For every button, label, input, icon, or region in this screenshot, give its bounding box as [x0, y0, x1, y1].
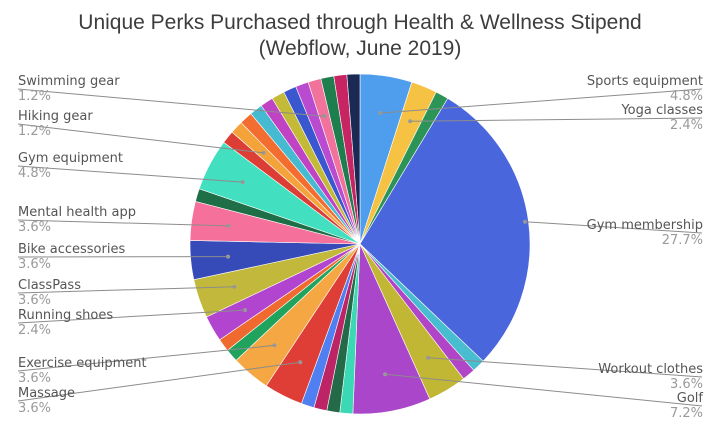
leader-line-golf	[385, 373, 703, 407]
slice-value-gym-membership: 27.7%	[662, 233, 703, 248]
slice-value-yoga-classes: 2.4%	[670, 118, 703, 133]
slice-label-golf: Golf	[677, 391, 704, 406]
pie-slices	[189, 73, 531, 415]
slice-label-massage: Massage	[18, 386, 75, 401]
slice-value-sports-equipment: 4.8%	[670, 89, 703, 104]
slice-value-hiking-gear: 1.2%	[18, 124, 51, 139]
slice-value-golf: 7.2%	[670, 406, 703, 421]
pie-slice-34	[346, 73, 361, 245]
slice-value-exercise-equipment: 3.6%	[18, 371, 51, 386]
leader-line-running-shoes	[17, 309, 246, 324]
leader-line-classpass	[17, 286, 235, 294]
slice-label-swimming-gear: Swimming gear	[18, 74, 120, 89]
leader-line-workout-clothes	[428, 357, 703, 378]
slice-value-swimming-gear: 1.2%	[18, 89, 51, 104]
slice-label-classpass: ClassPass	[18, 278, 81, 293]
slice-label-gym-membership: Gym membership	[587, 218, 703, 233]
slice-label-exercise-equipment: Exercise equipment	[18, 356, 147, 371]
slice-value-workout-clothes: 3.6%	[670, 377, 703, 392]
leader-line-swimming-gear	[17, 88, 325, 117]
leader-line-massage	[17, 361, 301, 402]
leader-line-yoga-classes	[410, 117, 703, 122]
leader-line-mental-health-app	[17, 219, 229, 227]
slice-value-running-shoes: 2.4%	[18, 323, 51, 338]
slice-value-bike-accessories: 3.6%	[18, 257, 51, 272]
slice-label-running-shoes: Running shoes	[18, 308, 113, 323]
slice-label-bike-accessories: Bike accessories	[18, 242, 125, 257]
leader-line-sports-equipment	[380, 88, 703, 114]
slice-value-gym-equipment: 4.8%	[18, 166, 51, 181]
slice-label-mental-health-app: Mental health app	[18, 205, 136, 220]
slice-label-hiking-gear: Hiking gear	[18, 109, 93, 124]
leader-line-exercise-equipment	[17, 344, 275, 372]
slice-label-yoga-classes: Yoga classes	[620, 103, 703, 118]
slice-value-classpass: 3.6%	[18, 293, 51, 308]
slice-label-gym-equipment: Gym equipment	[18, 151, 123, 166]
chart-title: Unique Perks Purchased through Health & …	[78, 11, 642, 60]
slice-label-sports-equipment: Sports equipment	[587, 74, 703, 89]
leader-line-gym-equipment	[17, 165, 243, 183]
slice-label-workout-clothes: Workout clothes	[598, 362, 703, 377]
leader-line-hiking-gear	[17, 123, 264, 154]
slice-value-massage: 3.6%	[18, 401, 51, 416]
slice-value-mental-health-app: 3.6%	[18, 220, 51, 235]
leader-line-gym-membership	[525, 221, 703, 234]
